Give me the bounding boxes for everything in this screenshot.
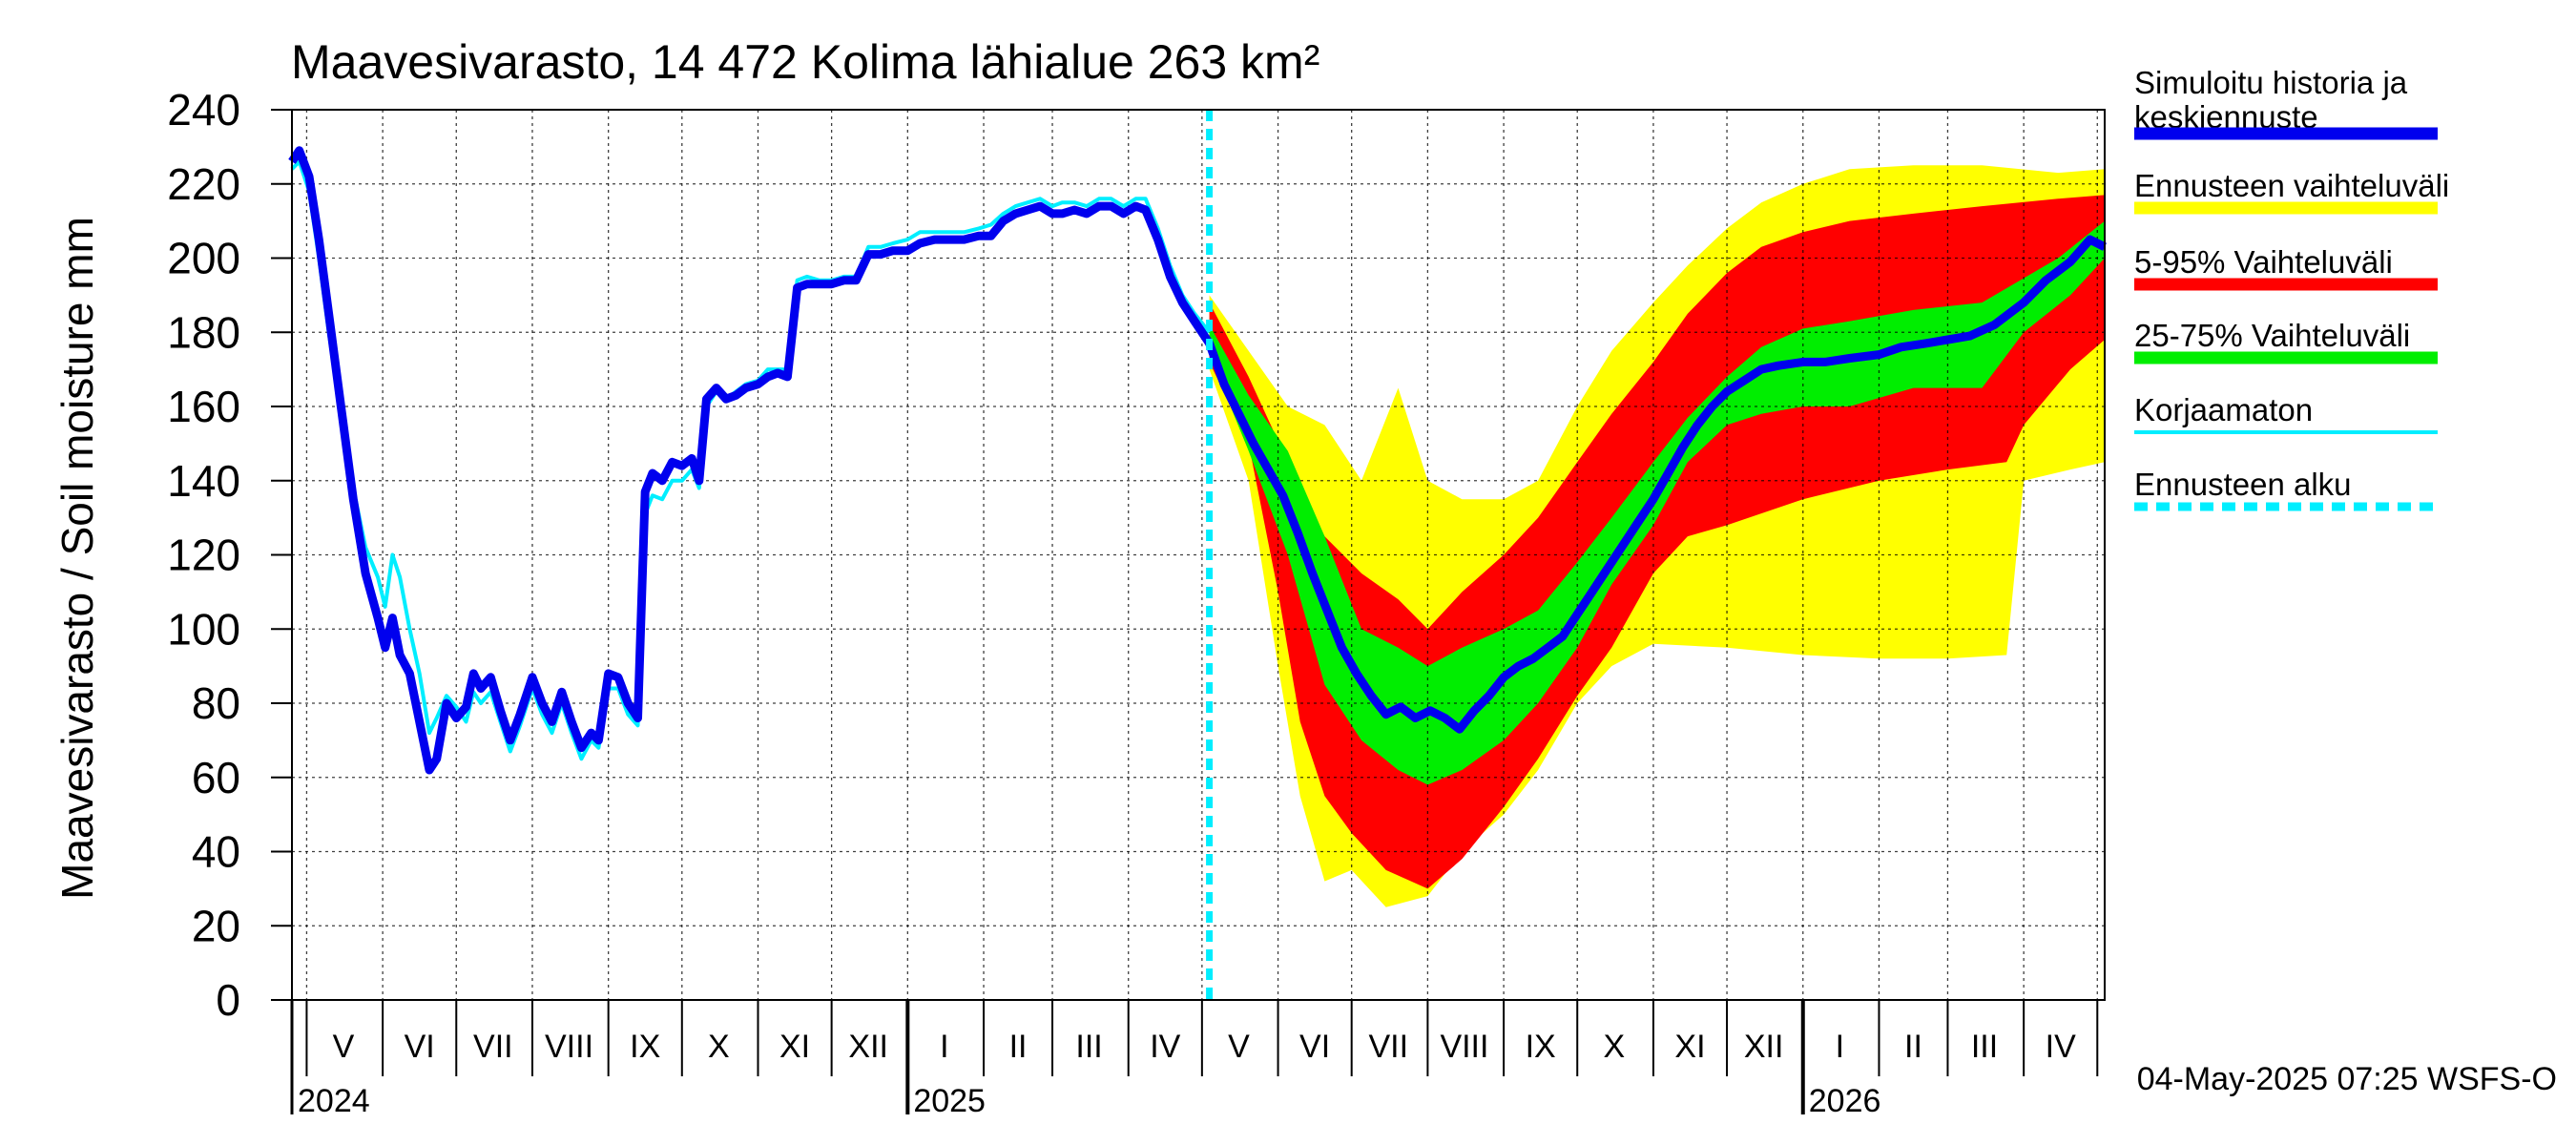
legend-label-0: Simuloitu historia ja — [2134, 65, 2408, 100]
x-tick-label: X — [1603, 1029, 1625, 1065]
x-tick-label: V — [333, 1029, 355, 1065]
year-label: 2024 — [298, 1083, 370, 1119]
series-line-simuloitu — [288, 146, 2108, 775]
x-tick-label: II — [1009, 1029, 1028, 1065]
x-tick-label: VIII — [1440, 1029, 1488, 1065]
x-tick-label: III — [1971, 1029, 1998, 1065]
x-tick-label: V — [1228, 1029, 1250, 1065]
y-axis-label: Maavesivarasto / Soil moisture mm — [52, 217, 102, 900]
x-tick-label: IX — [1526, 1029, 1556, 1065]
y-tick-label: 120 — [167, 531, 240, 580]
chart-title: Maavesivarasto, 14 472 Kolima lähialue 2… — [291, 35, 1319, 89]
x-tick-label: VIII — [545, 1029, 593, 1065]
y-tick-label: 20 — [192, 901, 240, 950]
x-tick-label: VI — [1299, 1029, 1330, 1065]
x-tick-label: XI — [779, 1029, 810, 1065]
legend-label-1: Ennusteen vaihteluväli — [2134, 168, 2449, 203]
y-tick-label: 240 — [167, 85, 240, 135]
x-tick-label: II — [1904, 1029, 1922, 1065]
legend-label-5: Ennusteen alku — [2134, 467, 2352, 502]
y-tick-label: 200 — [167, 234, 240, 283]
y-tick-label: 80 — [192, 678, 240, 728]
series-lines — [288, 110, 2108, 1000]
x-tick-label: XII — [1744, 1029, 1784, 1065]
x-tick-label: I — [1836, 1029, 1844, 1065]
x-tick-label: XI — [1674, 1029, 1705, 1065]
x-tick-label: VI — [405, 1029, 435, 1065]
series-line-korjaamaton — [290, 159, 1212, 761]
x-tick-label: XII — [848, 1029, 888, 1065]
footer-timestamp: 04-May-2025 07:25 WSFS-O — [2137, 1061, 2557, 1097]
x-tick-label: IV — [2046, 1029, 2076, 1065]
x-tick-label: VII — [473, 1029, 513, 1065]
x-tick-label: IV — [1150, 1029, 1180, 1065]
x-tick-label: III — [1075, 1029, 1102, 1065]
y-tick-label: 40 — [192, 827, 240, 877]
legend-label-4: Korjaamaton — [2134, 392, 2313, 427]
x-tick-label: VII — [1368, 1029, 1408, 1065]
y-tick-label: 0 — [216, 975, 240, 1025]
year-label: 2025 — [913, 1083, 986, 1119]
x-tick-label: IX — [630, 1029, 660, 1065]
y-tick-label: 180 — [167, 307, 240, 357]
y-tick-label: 60 — [192, 753, 240, 802]
y-tick-label: 140 — [167, 456, 240, 506]
forecast-bands — [1209, 165, 2105, 907]
band-2 — [1209, 220, 2105, 785]
y-tick-label: 220 — [167, 159, 240, 209]
legend-label-2: 5-95% Vaihteluväli — [2134, 244, 2393, 280]
x-tick-label: I — [940, 1029, 948, 1065]
legend: Simuloitu historia jakeskiennusteEnnuste… — [2134, 65, 2449, 511]
y-tick-label: 160 — [167, 382, 240, 431]
y-tick-label: 100 — [167, 604, 240, 654]
year-label: 2026 — [1809, 1083, 1881, 1119]
x-tick-label: X — [708, 1029, 730, 1065]
legend-label-3: 25-75% Vaihteluväli — [2134, 318, 2410, 353]
